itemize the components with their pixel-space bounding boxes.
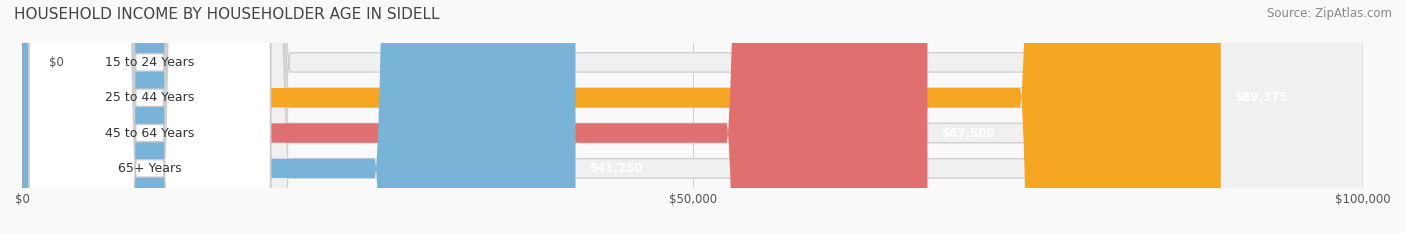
FancyBboxPatch shape [22, 0, 1364, 233]
FancyBboxPatch shape [30, 0, 270, 233]
Text: 15 to 24 Years: 15 to 24 Years [105, 56, 194, 69]
Text: HOUSEHOLD INCOME BY HOUSEHOLDER AGE IN SIDELL: HOUSEHOLD INCOME BY HOUSEHOLDER AGE IN S… [14, 7, 440, 22]
FancyBboxPatch shape [22, 0, 1364, 233]
Text: $89,375: $89,375 [1234, 91, 1288, 104]
FancyBboxPatch shape [22, 0, 928, 233]
Text: 45 to 64 Years: 45 to 64 Years [105, 127, 194, 140]
Text: $0: $0 [49, 56, 65, 69]
FancyBboxPatch shape [30, 0, 270, 233]
FancyBboxPatch shape [30, 0, 270, 233]
Text: 25 to 44 Years: 25 to 44 Years [105, 91, 194, 104]
FancyBboxPatch shape [22, 0, 1364, 233]
FancyBboxPatch shape [30, 0, 270, 233]
Text: Source: ZipAtlas.com: Source: ZipAtlas.com [1267, 7, 1392, 20]
Text: 65+ Years: 65+ Years [118, 162, 181, 175]
FancyBboxPatch shape [22, 0, 1220, 233]
Text: $41,250: $41,250 [589, 162, 643, 175]
FancyBboxPatch shape [22, 0, 1364, 233]
Text: $67,500: $67,500 [941, 127, 994, 140]
FancyBboxPatch shape [22, 0, 575, 233]
